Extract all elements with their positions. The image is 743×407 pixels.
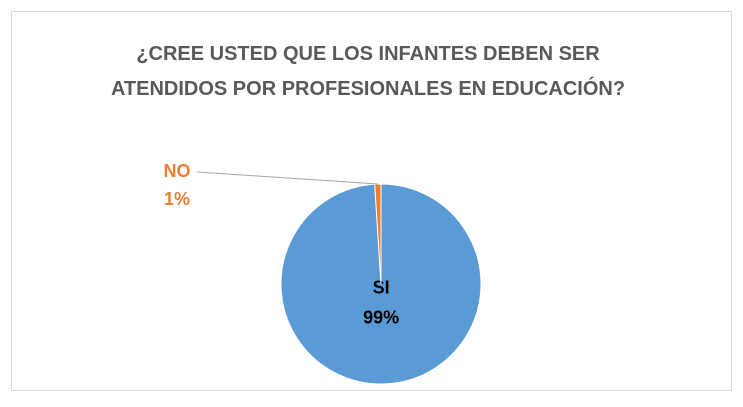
slice-value-label: 99% (363, 308, 399, 328)
slice-label: SI (373, 278, 390, 298)
chart-title: ¿CREE USTED QUE LOS INFANTES DEBEN SER AT… (111, 43, 625, 100)
slice-label: NO (164, 161, 191, 181)
slice-value-label: 1% (164, 189, 190, 209)
pie-slice (280, 183, 482, 385)
leader-line (196, 171, 378, 185)
